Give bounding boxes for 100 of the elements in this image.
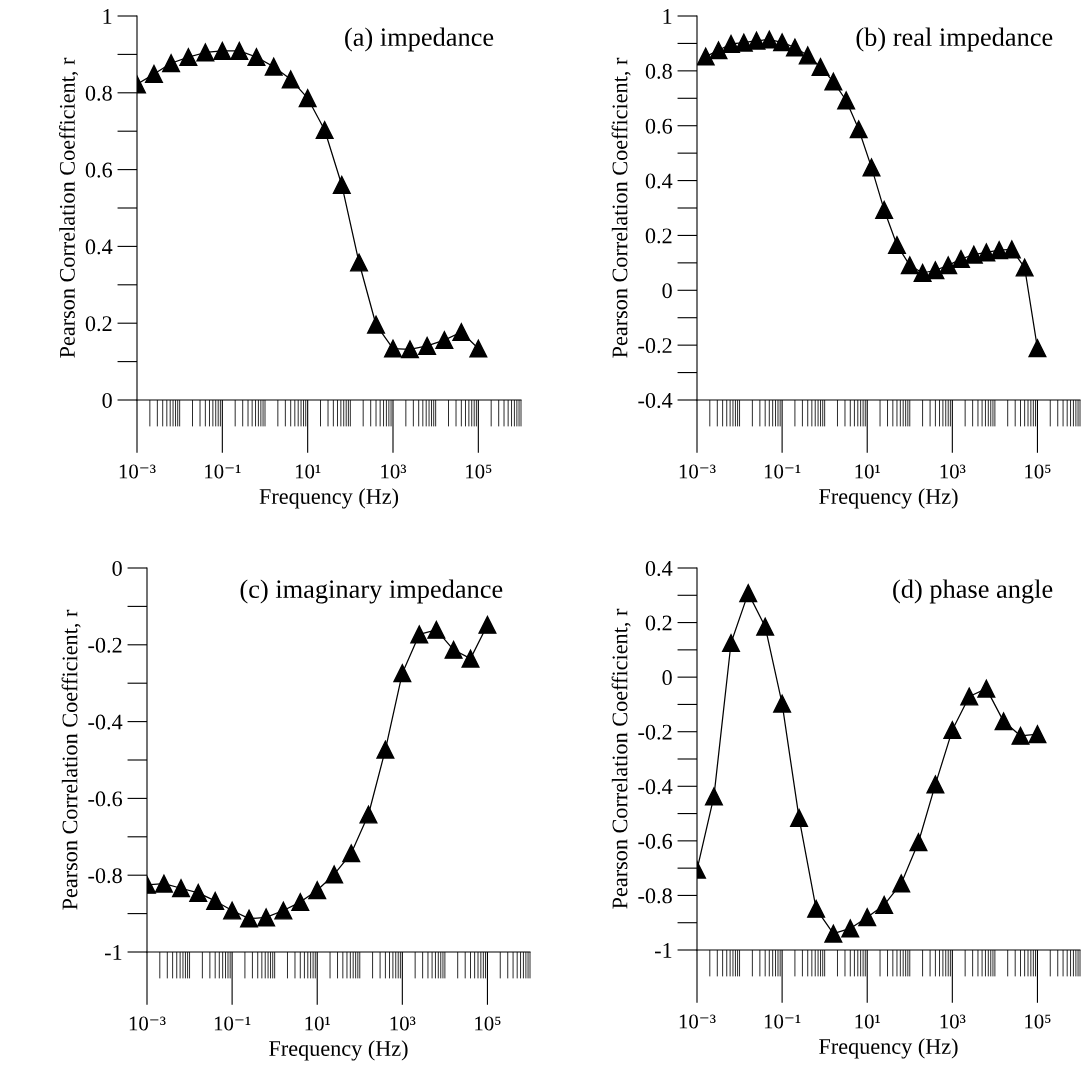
y-tick-label: 0.2 (645, 615, 672, 631)
point (383, 339, 403, 358)
point (773, 33, 792, 52)
point (760, 30, 779, 49)
point (281, 70, 300, 89)
y-axis-title: Pearson Correlation Coefficient, r (61, 609, 81, 910)
point (773, 694, 792, 713)
y-tick-label: -0.8 (88, 868, 122, 884)
point (257, 908, 276, 927)
point (1028, 725, 1047, 744)
point (721, 634, 741, 653)
point (785, 38, 804, 57)
y-tick-label: 0.6 (645, 118, 673, 134)
point (1011, 726, 1030, 745)
point (862, 158, 881, 177)
point (154, 874, 173, 893)
point (841, 919, 860, 938)
chart-title: (d) phase angle (893, 579, 1053, 604)
point (478, 615, 497, 634)
point (435, 331, 454, 350)
point (264, 57, 283, 76)
y-tick-label: 0.4 (645, 560, 673, 577)
point (721, 34, 741, 54)
point (798, 46, 817, 65)
chart-title: (c) imaginary impedance (240, 579, 503, 604)
point (1015, 258, 1034, 277)
point (350, 253, 369, 272)
point (807, 899, 826, 918)
point (179, 48, 198, 67)
point (824, 72, 843, 91)
x-tick-label: 10⁵ (475, 1016, 501, 1031)
x-tick-label: 10⁵ (466, 464, 492, 479)
point (444, 640, 463, 659)
y-tick-label: 0.2 (645, 228, 672, 244)
y-axis-title: Pearson Correlation Coefficient, r (611, 57, 631, 358)
x-tick-label: 10¹ (305, 1016, 331, 1031)
point (875, 895, 894, 915)
point (964, 245, 983, 264)
point (291, 893, 310, 912)
point (977, 679, 996, 698)
point (418, 336, 437, 355)
point (342, 844, 361, 863)
y-tick-label: -0.4 (88, 714, 123, 730)
y-axis-title: Pearson Correlation Coefficient, r (58, 57, 79, 358)
point (461, 649, 480, 668)
point (452, 323, 471, 342)
y-tick-label: -0.4 (638, 392, 673, 409)
point (951, 249, 971, 269)
point (892, 874, 911, 893)
point (709, 41, 728, 60)
y-tick-label: 0 (662, 670, 672, 686)
point (308, 881, 327, 900)
y-axis-title: Pearson Correlation Coefficient, r (611, 608, 631, 909)
point (230, 41, 249, 60)
point (196, 43, 215, 62)
point (837, 91, 856, 110)
chart-title: (b) real impedance (856, 27, 1053, 52)
point (1028, 339, 1047, 358)
point (858, 908, 877, 927)
point (332, 175, 351, 194)
point (994, 712, 1013, 731)
point (926, 775, 945, 794)
point (977, 243, 996, 262)
point (325, 865, 344, 884)
point (943, 721, 962, 740)
x-tick-label: 10¹ (855, 464, 881, 479)
y-tick-label: -1 (105, 945, 122, 960)
point (427, 620, 446, 639)
x-tick-label: 10⁻¹ (764, 464, 801, 479)
point (189, 883, 208, 902)
x-tick-label: 10⁻¹ (205, 464, 241, 479)
y-tick-label: 0 (102, 392, 112, 408)
point (469, 339, 488, 358)
x-axis-title: Frequency (Hz) (819, 1038, 958, 1059)
y-tick-label: -0.2 (638, 724, 672, 740)
point (887, 236, 906, 255)
x-tick-label: 10⁻³ (119, 464, 156, 479)
point (359, 805, 378, 824)
point (213, 41, 232, 60)
point (206, 891, 225, 910)
y-tick-label: 0.8 (645, 63, 672, 79)
x-axis-title: Frequency (Hz) (819, 488, 958, 509)
point (298, 89, 317, 108)
y-tick-label: 0 (112, 560, 122, 576)
y-tick-label: -0.6 (88, 791, 123, 807)
x-tick-label: 10⁵ (1025, 464, 1051, 479)
point (240, 909, 259, 928)
y-tick-label: 0.4 (85, 239, 113, 255)
point (376, 740, 395, 759)
point (926, 261, 945, 280)
x-tick-label: 10⁻³ (129, 1016, 166, 1031)
point (400, 340, 420, 359)
y-tick-label: 0.2 (85, 316, 112, 332)
y-tick-label: -0.8 (638, 888, 672, 904)
x-tick-label: 10¹ (295, 464, 321, 479)
point (824, 924, 843, 943)
x-tick-label: 10³ (381, 464, 407, 479)
point (247, 48, 266, 67)
point (410, 625, 429, 644)
y-tick-label: 0.6 (85, 162, 113, 178)
